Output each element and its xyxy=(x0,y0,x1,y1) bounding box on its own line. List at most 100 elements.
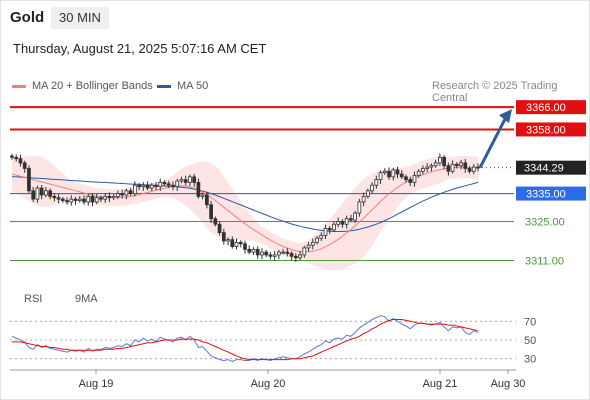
level-label: 3358.00 xyxy=(516,122,586,137)
candle-body-up xyxy=(459,162,463,167)
chart-header: Gold 30 MIN xyxy=(0,0,590,36)
candle-body-up xyxy=(35,187,40,200)
last-price-tag-text: 3344.29 xyxy=(524,163,564,175)
level-tag-text: 3366.00 xyxy=(526,102,566,114)
candle-body-down xyxy=(10,155,14,158)
candle xyxy=(39,184,44,200)
candle xyxy=(56,193,61,204)
time-tick-label: Aug 30 xyxy=(491,378,526,390)
candle-body-up xyxy=(302,247,307,256)
candle xyxy=(107,192,112,203)
support-label: 3311.00 xyxy=(525,255,564,267)
candle xyxy=(251,247,256,256)
candle-body-up xyxy=(353,212,358,221)
candle xyxy=(467,166,472,174)
candle-body-down xyxy=(166,183,171,186)
candle-body-down xyxy=(65,200,69,203)
candle xyxy=(327,226,332,235)
legend-ma20-swatch xyxy=(12,84,26,88)
timeframe-badge[interactable]: 30 MIN xyxy=(51,7,109,29)
candle xyxy=(302,245,307,258)
candle xyxy=(154,182,158,191)
candle-body-down xyxy=(230,239,235,247)
candle-body-down xyxy=(238,241,243,245)
candle xyxy=(205,191,209,209)
candle-body-down xyxy=(463,162,468,169)
candle-body-down xyxy=(221,232,226,242)
ma20-line xyxy=(11,166,479,253)
candle-body-up xyxy=(277,251,281,256)
candle-body-up xyxy=(158,182,163,188)
candle-body-down xyxy=(340,221,345,225)
candle xyxy=(459,159,463,170)
candle xyxy=(421,165,425,175)
candle xyxy=(82,195,86,205)
candle xyxy=(344,215,349,229)
candle-body-up xyxy=(141,184,146,188)
candle xyxy=(310,238,315,250)
candle-body-down xyxy=(404,176,408,181)
candle xyxy=(293,253,298,263)
candle xyxy=(268,251,273,260)
candle xyxy=(476,163,480,172)
candle-body-down xyxy=(192,176,197,183)
candle-body-up xyxy=(86,195,91,203)
legend-rsi: RSI xyxy=(12,293,42,305)
candle xyxy=(188,174,192,187)
candle xyxy=(281,249,285,255)
candle xyxy=(86,194,91,206)
candle-body-up xyxy=(116,193,120,197)
candle-body-up xyxy=(179,179,184,182)
candle-body-up xyxy=(149,184,154,189)
candle-body-up xyxy=(298,254,302,259)
candle xyxy=(306,242,311,252)
candle xyxy=(90,193,95,207)
level-tag-text: 3335.00 xyxy=(526,189,566,201)
candle xyxy=(221,228,226,245)
candle xyxy=(128,187,133,196)
candle xyxy=(120,189,125,199)
candle xyxy=(247,245,252,255)
candle xyxy=(404,174,408,183)
candle xyxy=(391,167,396,181)
candle xyxy=(22,160,27,173)
candle xyxy=(175,178,180,191)
ma50-line xyxy=(12,176,479,232)
candle xyxy=(69,195,74,206)
candle-body-up xyxy=(416,170,421,176)
candle xyxy=(183,175,188,186)
candle xyxy=(124,188,129,200)
legend-ma50-label: MA 50 xyxy=(177,80,209,92)
candle xyxy=(14,154,19,162)
candle xyxy=(52,193,57,202)
level-tag-bg xyxy=(516,186,586,201)
legend-ma50: MA 50 xyxy=(157,80,208,92)
candle-body-down xyxy=(289,253,294,257)
candle-body-up xyxy=(378,172,383,181)
candle xyxy=(349,214,353,223)
candle xyxy=(200,192,205,200)
legend-ma50-swatch xyxy=(157,84,171,88)
candle xyxy=(149,182,154,191)
candle xyxy=(450,160,455,174)
candle xyxy=(277,249,281,260)
candle xyxy=(454,162,459,169)
candle-body-up xyxy=(429,165,434,168)
candle xyxy=(162,180,167,187)
candle xyxy=(230,236,235,249)
candle-body-down xyxy=(82,198,86,203)
candle-body-down xyxy=(349,218,353,221)
candle-body-up xyxy=(94,197,99,203)
candle-body-up xyxy=(175,180,180,188)
candle xyxy=(94,193,99,205)
candle-body-up xyxy=(332,223,336,231)
candle-body-down xyxy=(268,254,273,257)
candle xyxy=(31,186,36,203)
level-label: 3325.00 xyxy=(525,216,565,228)
projection-arrow-head xyxy=(499,109,512,124)
candle-body-up xyxy=(471,166,476,172)
candle xyxy=(35,185,40,203)
candle-body-up xyxy=(391,169,396,178)
candle-body-down xyxy=(90,195,95,203)
